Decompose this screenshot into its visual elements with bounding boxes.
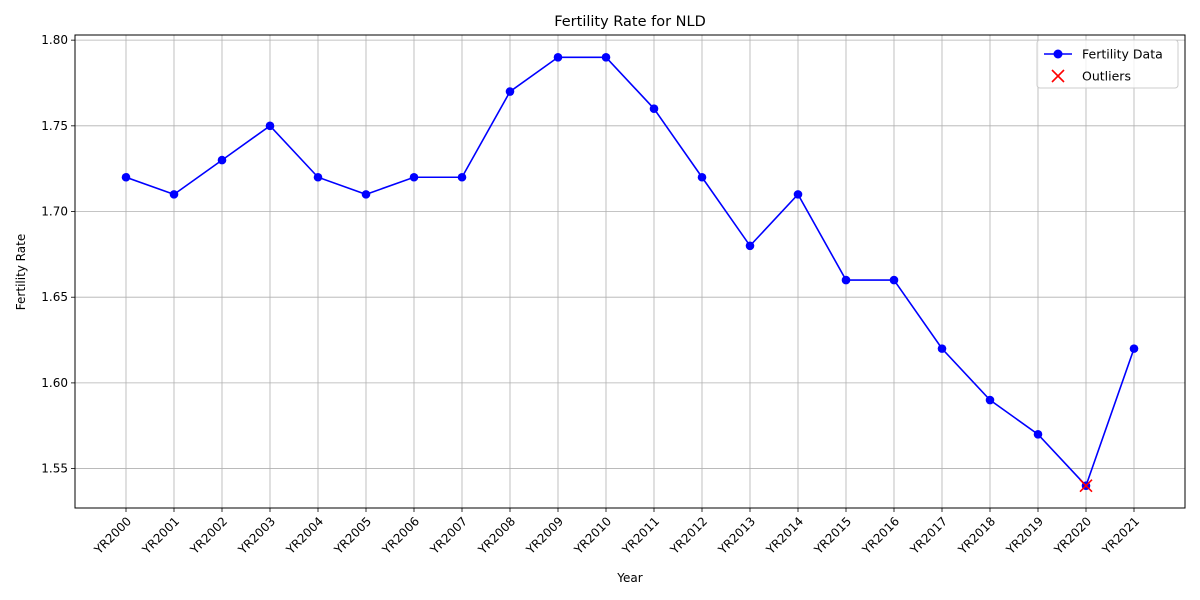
data-point — [217, 155, 227, 165]
y-tick-label: 1.75 — [41, 119, 68, 133]
y-tick-label: 1.70 — [41, 205, 68, 219]
data-point — [409, 172, 419, 182]
fertility-series-line — [125, 56, 1135, 488]
legend-label-outliers: Outliers — [1082, 69, 1131, 84]
data-point — [1129, 344, 1139, 353]
y-axis-ticks: 1.55 1.60 1.65 1.70 1.75 1.80 — [41, 33, 75, 476]
x-tick-label: YR2003 — [235, 514, 278, 557]
x-axis-label: Year — [616, 571, 642, 585]
x-tick-label: YR2012 — [667, 514, 710, 557]
x-tick-label: YR2013 — [715, 514, 758, 557]
plot-frame — [74, 34, 1186, 509]
x-tick-label: YR2014 — [763, 514, 806, 557]
data-point — [361, 190, 371, 199]
y-tick-label: 1.55 — [41, 462, 68, 476]
data-point — [649, 104, 659, 113]
x-tick-label: YR2019 — [1003, 514, 1046, 557]
x-tick-label: YR2018 — [955, 514, 998, 557]
data-point — [985, 395, 995, 405]
data-point — [457, 172, 467, 182]
data-point — [505, 87, 515, 96]
x-tick-label: YR2005 — [331, 514, 374, 557]
x-tick-label: YR2006 — [379, 514, 422, 557]
x-tick-label: YR2002 — [187, 514, 230, 557]
x-tick-label: YR2011 — [619, 514, 662, 557]
legend-marker-sample — [1053, 49, 1063, 59]
y-axis-label: Fertility Rate — [14, 234, 28, 310]
data-point — [697, 172, 707, 182]
data-point — [745, 241, 755, 251]
x-tick-label: YR2001 — [139, 514, 182, 557]
data-point — [265, 121, 275, 131]
data-point — [121, 172, 131, 182]
legend-box — [1036, 39, 1179, 89]
y-tick-label: 1.60 — [41, 376, 68, 390]
x-tick-label: YR2015 — [811, 514, 854, 557]
chart-title: Fertility Rate for NLD — [554, 14, 706, 30]
data-point — [937, 344, 947, 353]
series-layer — [121, 52, 1139, 491]
outlier-marker — [1079, 479, 1093, 493]
x-tick-label: YR2020 — [1051, 514, 1094, 557]
x-tick-label: YR2007 — [427, 514, 470, 557]
data-point — [841, 275, 851, 285]
grid-layer — [75, 35, 1185, 508]
legend-label-fertility: Fertility Data — [1082, 47, 1163, 62]
data-point — [889, 275, 899, 285]
x-tick-label: YR2016 — [859, 514, 902, 557]
x-tick-label: YR2004 — [283, 514, 326, 557]
data-point — [553, 52, 563, 62]
data-point — [1033, 430, 1043, 439]
x-tick-label: YR2000 — [91, 514, 134, 557]
x-axis-ticks: YR2000 YR2001 YR2002 YR2003 YR2004 YR2005 YR20… — [91, 508, 1142, 558]
data-point — [793, 190, 803, 199]
outlier-layer — [1079, 479, 1093, 493]
x-tick-label: YR2021 — [1099, 514, 1142, 557]
legend: Fertility Data Outliers — [1036, 39, 1179, 89]
x-tick-label: YR2017 — [907, 514, 950, 557]
x-tick-label: YR2010 — [571, 514, 614, 557]
data-point — [313, 172, 323, 182]
x-tick-label: YR2008 — [475, 514, 518, 557]
data-point — [601, 52, 611, 62]
y-tick-label: 1.80 — [41, 33, 68, 47]
y-tick-label: 1.65 — [41, 290, 68, 304]
x-tick-label: YR2009 — [523, 514, 566, 557]
legend-outlier-x-icon — [1051, 69, 1065, 83]
data-point — [169, 190, 179, 199]
